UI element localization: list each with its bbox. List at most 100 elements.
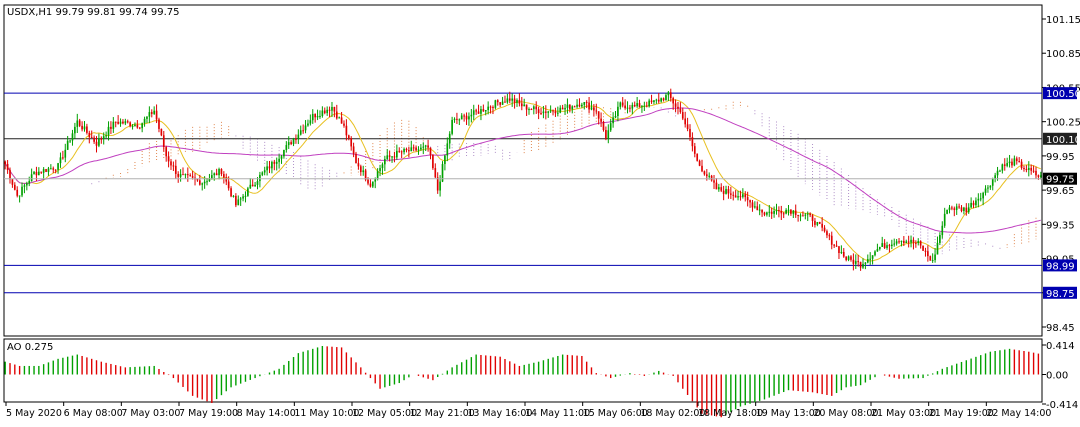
candle-body [842, 251, 845, 257]
slow-moving-average [4, 107, 1041, 234]
candle-body [210, 175, 213, 179]
candle-body [977, 198, 980, 201]
candle-body [898, 241, 900, 243]
ao-pane[interactable] [3, 338, 1043, 403]
candle-body [895, 241, 898, 244]
candle-body [6, 163, 9, 170]
candle-body [648, 100, 650, 107]
candle-body [74, 126, 76, 134]
candle-body [556, 112, 559, 114]
candle-body [552, 110, 554, 112]
candle-body [323, 110, 326, 114]
candle-body [766, 212, 768, 215]
candle-body [951, 207, 953, 209]
time-axis: 5 May 2020 6 May 08:007 May 03:007 May 19… [5, 402, 1051, 419]
candle-body [290, 142, 292, 145]
candle-body [110, 126, 112, 129]
candle-body [653, 100, 655, 103]
candle-body [153, 110, 156, 114]
candle-body [614, 116, 617, 118]
candle-body [424, 145, 427, 147]
candle-body [734, 195, 737, 198]
candle-body [835, 245, 838, 247]
candle-body [758, 209, 761, 211]
candle-body [936, 242, 939, 255]
candle-body [343, 123, 345, 126]
candle-body [122, 121, 124, 124]
candle-body [220, 169, 223, 175]
candle-body [768, 211, 771, 213]
candle-body [994, 175, 996, 179]
candle-body [9, 169, 11, 180]
candle-body [681, 112, 684, 119]
candle-body [16, 189, 19, 196]
candle-body [129, 122, 131, 127]
candle-body [859, 261, 862, 268]
candle-body [494, 100, 497, 108]
candle-body [722, 190, 725, 194]
candle-body [239, 198, 242, 200]
candle-body [838, 246, 840, 253]
candle-body [540, 113, 542, 115]
candle-body [638, 103, 641, 108]
candle-body [549, 110, 552, 112]
candle-body [607, 130, 610, 139]
candle-body [970, 202, 972, 208]
candle-body [967, 207, 970, 213]
candle-body [830, 235, 833, 245]
candle-body [645, 105, 648, 107]
candle-body [1008, 161, 1011, 164]
candle-body [602, 121, 605, 130]
price-tick-label: 100.85 [1046, 49, 1080, 60]
candle-body [660, 98, 663, 102]
candle-body [811, 215, 814, 221]
candle-body [890, 244, 893, 247]
candle-body [432, 155, 434, 169]
candle-body [208, 178, 211, 182]
candle-body [600, 118, 602, 122]
candle-body [941, 225, 944, 236]
candle-body [633, 104, 636, 107]
candle-body [727, 189, 730, 194]
candle-body [340, 117, 343, 124]
candle-body [30, 174, 33, 181]
candle-body [477, 111, 480, 114]
candle-body [143, 118, 146, 124]
candle-body [446, 143, 449, 156]
main-pane[interactable] [3, 4, 1043, 337]
candle-body [338, 117, 341, 119]
candle-body [141, 123, 144, 129]
candle-body [21, 186, 23, 196]
candle-body [4, 161, 7, 164]
candle-body [816, 221, 819, 225]
candle-body [931, 260, 934, 262]
candle-body [100, 138, 103, 140]
candle-body [256, 181, 259, 185]
candle-body [1001, 164, 1004, 171]
candle-body [864, 262, 867, 264]
candle-body [321, 110, 324, 116]
candle-body [749, 200, 751, 203]
candle-body [626, 107, 629, 109]
candle-body [888, 245, 891, 247]
candle-body [715, 182, 718, 190]
candle-body [201, 183, 204, 185]
candle-body [1027, 167, 1030, 170]
candle-body [242, 196, 244, 199]
candle-body [206, 181, 208, 183]
candle-body [501, 101, 504, 105]
candle-body [268, 166, 271, 169]
candle-body [427, 145, 429, 148]
candle-body [984, 188, 987, 193]
candle-body [979, 198, 982, 200]
level-price-label: 100.10 [1046, 135, 1080, 146]
candle-body [991, 178, 994, 186]
candle-body [420, 147, 422, 150]
candle-body [415, 147, 417, 151]
time-tick-label: 12 May 21:00 [410, 408, 475, 419]
candle-body [624, 105, 626, 109]
candle-body [547, 111, 550, 113]
candle-body [1039, 175, 1042, 177]
